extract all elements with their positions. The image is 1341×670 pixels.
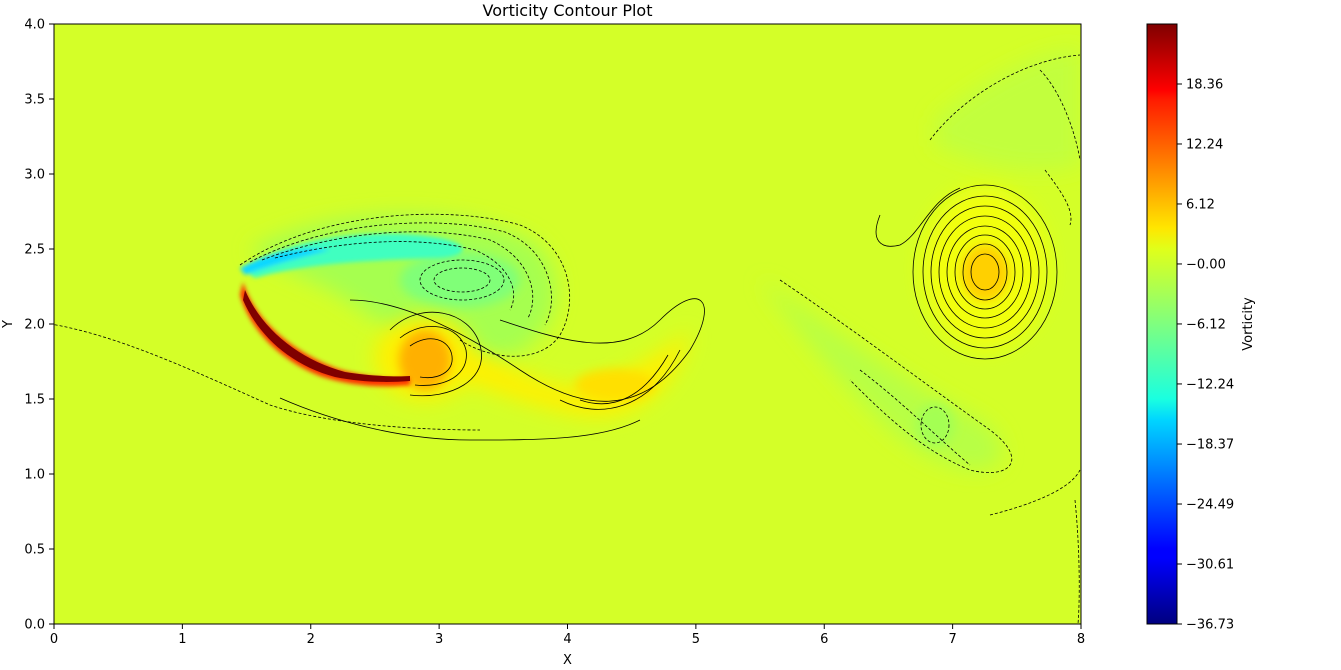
y-tick-label: 3.5 (24, 93, 45, 108)
chart-title: Vorticity Contour Plot (483, 1, 653, 20)
plot-area (54, 24, 1081, 624)
y-axis-label: Y (1, 320, 16, 329)
y-tick-label: 0.5 (24, 543, 45, 558)
x-tick-label: 0 (50, 632, 58, 647)
negative-contours (54, 54, 1081, 624)
y-tick-label: 4.0 (24, 18, 45, 33)
positive-contours (279, 184, 1058, 441)
colorbar-gradient (1146, 23, 1178, 625)
colorbar-tick-label: −18.37 (1186, 438, 1234, 453)
colorbar-tick-label: 18.36 (1186, 77, 1223, 92)
negative-vortex-core (400, 252, 955, 447)
y-tick-label: 2.0 (24, 318, 45, 333)
plot-background (54, 24, 1081, 624)
x-axis-label: X (563, 653, 572, 668)
colorbar-tick-label: −24.49 (1186, 498, 1234, 513)
contour-lines (54, 54, 1081, 624)
x-tick-label: 3 (435, 632, 443, 647)
colorbar-tick-label: −0.00 (1186, 257, 1226, 272)
y-axis: 0.0 0.5 1.0 1.5 2.0 2.5 3.0 3.5 4.0 (24, 18, 54, 633)
y-tick-label: 1.0 (24, 468, 45, 483)
x-tick-label: 1 (178, 632, 186, 647)
colorbar-tick-label: 12.24 (1186, 137, 1223, 152)
colorbar: −36.73 −30.61 −24.49 −18.37 −12.24 −6.12 −0.00… (1146, 23, 1256, 633)
colorbar-ticks: −36.73 −30.61 −24.49 −18.37 −12.24 −6.12 −0.00… (1177, 77, 1234, 633)
y-tick-label: 1.5 (24, 393, 45, 408)
x-tick-label: 2 (307, 632, 315, 647)
colorbar-tick-label: −6.12 (1186, 317, 1226, 332)
colorbar-tick-label: −30.61 (1186, 558, 1234, 573)
colorbar-tick-label: −12.24 (1186, 377, 1234, 392)
x-tick-label: 8 (1077, 632, 1085, 647)
negative-shear-layer (240, 233, 463, 278)
x-tick-label: 4 (563, 632, 571, 647)
y-tick-label: 3.0 (24, 168, 45, 183)
x-axis: 0 1 2 3 4 5 6 7 8 (50, 624, 1085, 647)
vorticity-field (240, 49, 1080, 470)
y-tick-label: 2.5 (24, 243, 45, 258)
y-tick-label: 0.0 (24, 618, 45, 633)
x-tick-label: 5 (692, 632, 700, 647)
colorbar-label: Vorticity (1241, 297, 1256, 351)
colorbar-tick-label: −36.73 (1186, 618, 1234, 633)
positive-shear-layer (240, 282, 410, 387)
colorbar-tick-label: 6.12 (1186, 197, 1215, 212)
x-tick-label: 6 (820, 632, 828, 647)
x-tick-label: 7 (948, 632, 956, 647)
